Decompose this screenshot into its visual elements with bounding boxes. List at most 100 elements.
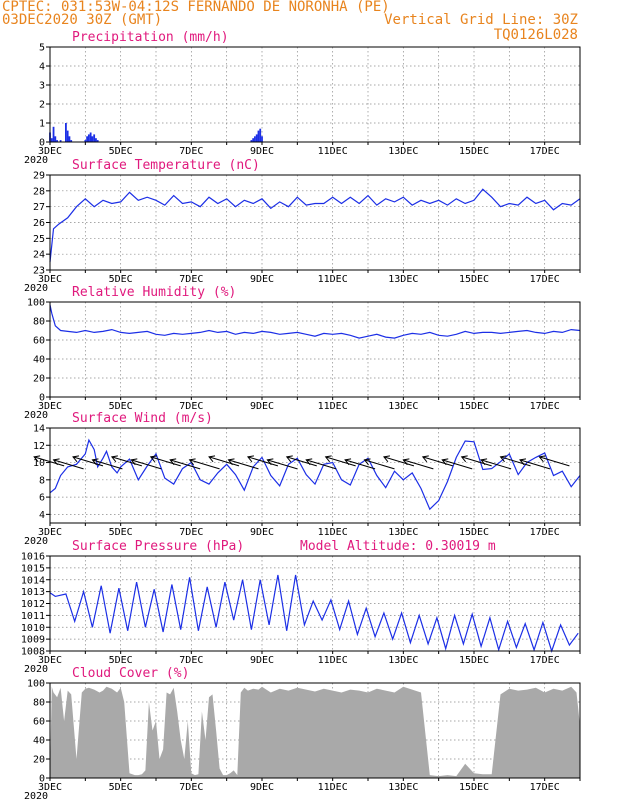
- x-tick-label: 13DEC: [388, 401, 418, 412]
- y-tick-label: 1012: [21, 599, 45, 610]
- wind-arrow-head: [188, 458, 196, 466]
- panel-frame: [49, 682, 581, 779]
- x-tick-label: 3DEC: [38, 655, 62, 666]
- x-tick-label: 15DEC: [459, 782, 489, 793]
- year-label: 2020: [24, 664, 48, 675]
- wind-arrow-head: [324, 455, 332, 463]
- panel-temp: 23 24 25 26 27 28 29 3DEC 5DEC 7DEC 9DEC 11DEC 13DEC…: [24, 158, 581, 294]
- wind-arrow: [539, 456, 570, 467]
- year-label: 2020: [24, 536, 48, 547]
- y-tick-label: 0: [39, 774, 45, 785]
- y-tick-label: 1016: [21, 552, 45, 563]
- wind-arrow: [403, 459, 434, 470]
- precip-bar: [257, 130, 260, 142]
- wind-arrow-head: [149, 455, 157, 463]
- x-tick-label: 9DEC: [250, 527, 274, 538]
- y-tick-label: 26: [33, 218, 45, 229]
- wind-arrow-head: [246, 455, 254, 463]
- panel-rh: 0 20 40 60 80 100 3DEC 5DEC 7DEC 9DEC 11DEC 13DEC 15…: [24, 285, 581, 421]
- wind-arrow-head: [421, 455, 429, 463]
- wind-arrow-head: [499, 455, 507, 463]
- y-tick-label: 3: [39, 81, 45, 92]
- y-tick-label: 1013: [21, 587, 45, 598]
- wind-arrow-head: [305, 458, 313, 466]
- wind-arrow: [208, 456, 240, 467]
- x-tick-label: 3DEC: [38, 146, 62, 157]
- x-tick-label: 9DEC: [250, 146, 274, 157]
- y-tick-label: 1015: [21, 563, 45, 574]
- wind-arrow: [53, 459, 84, 470]
- precip-bar: [59, 140, 62, 142]
- model-altitude: Model Altitude: 0.30019 m: [300, 539, 496, 554]
- wind-arrow-head: [460, 455, 468, 463]
- precip-bar: [254, 136, 256, 142]
- y-tick-label: 23: [33, 266, 45, 277]
- wind-arrow: [286, 456, 317, 467]
- y-tick-label: 12: [33, 441, 45, 452]
- precip-bar: [93, 134, 96, 142]
- panel-frame: [49, 427, 581, 524]
- wind-arrow: [461, 456, 492, 467]
- wind-arrow-head: [383, 455, 391, 463]
- x-tick-label: 7DEC: [179, 274, 203, 285]
- precip-bar: [261, 136, 263, 142]
- x-tick-label: 11DEC: [318, 782, 348, 793]
- y-tick-label: 14: [33, 424, 45, 435]
- y-tick-label: 1010: [21, 623, 45, 634]
- wind-arrow: [519, 459, 551, 470]
- x-tick-label: 7DEC: [179, 146, 203, 157]
- x-tick-label: 15DEC: [459, 401, 489, 412]
- x-tick-label: 9DEC: [250, 274, 274, 285]
- wind-arrow: [72, 456, 104, 467]
- x-tick-label: 7DEC: [179, 655, 203, 666]
- cloud-area: [50, 686, 580, 778]
- x-tick-label: 15DEC: [459, 655, 489, 666]
- y-tick-label: 24: [33, 250, 45, 261]
- x-tick-label: 13DEC: [388, 655, 418, 666]
- x-tick-label: 13DEC: [388, 527, 418, 538]
- wind-arrow: [344, 459, 376, 470]
- wind-arrow-head: [227, 458, 235, 466]
- y-tick-label: 40: [33, 736, 45, 747]
- y-tick-label: 60: [33, 336, 45, 347]
- wind-arrow: [267, 459, 298, 470]
- wind-arrow: [189, 459, 220, 470]
- panel-precip: 0 1 2 3 4 5 3DEC 5DEC 7DEC 9DEC 11DEC 13DEC 15DEC 17D…: [24, 30, 581, 166]
- x-tick-label: 17DEC: [530, 655, 560, 666]
- y-tick-label: 10: [33, 458, 45, 469]
- precip-bar: [250, 140, 253, 142]
- x-tick-label: 17DEC: [530, 527, 560, 538]
- wind-arrow: [150, 456, 181, 467]
- x-tick-label: 3DEC: [38, 401, 62, 412]
- y-tick-label: 0: [39, 393, 45, 404]
- wind-arrow-head: [91, 458, 99, 466]
- precip-bar: [70, 140, 73, 142]
- x-tick-label: 15DEC: [459, 146, 489, 157]
- y-tick-label: 1014: [21, 575, 45, 586]
- y-tick-label: 2: [39, 100, 45, 111]
- wind-arrow-head: [480, 458, 488, 466]
- x-tick-label: 5DEC: [109, 655, 133, 666]
- panel-cloud: 0 20 40 60 80 100 3DEC 5DEC 7DEC 9DEC 11DEC 13DEC 15…: [24, 666, 581, 800]
- wind-arrow-head: [538, 455, 546, 463]
- precip-bar: [66, 130, 69, 142]
- y-tick-label: 28: [33, 186, 45, 197]
- panel-frame: [49, 301, 581, 398]
- x-tick-label: 15DEC: [459, 274, 489, 285]
- precip-bar: [65, 123, 67, 142]
- wind-arrow: [228, 459, 259, 470]
- y-tick-label: 40: [33, 355, 45, 366]
- wind-arrow-head: [52, 458, 60, 466]
- wind-arrow-head: [285, 455, 293, 463]
- wind-arrow: [170, 459, 201, 470]
- precip-bar: [89, 132, 92, 142]
- panel-frame: [49, 555, 581, 652]
- y-tick-label: 6: [39, 493, 45, 504]
- wind-arrow-head: [208, 455, 216, 463]
- x-tick-label: 11DEC: [318, 274, 348, 285]
- wind-arrow: [33, 456, 65, 467]
- x-tick-label: 5DEC: [109, 146, 133, 157]
- wind-arrow: [500, 456, 531, 467]
- y-tick-label: 1011: [21, 611, 45, 622]
